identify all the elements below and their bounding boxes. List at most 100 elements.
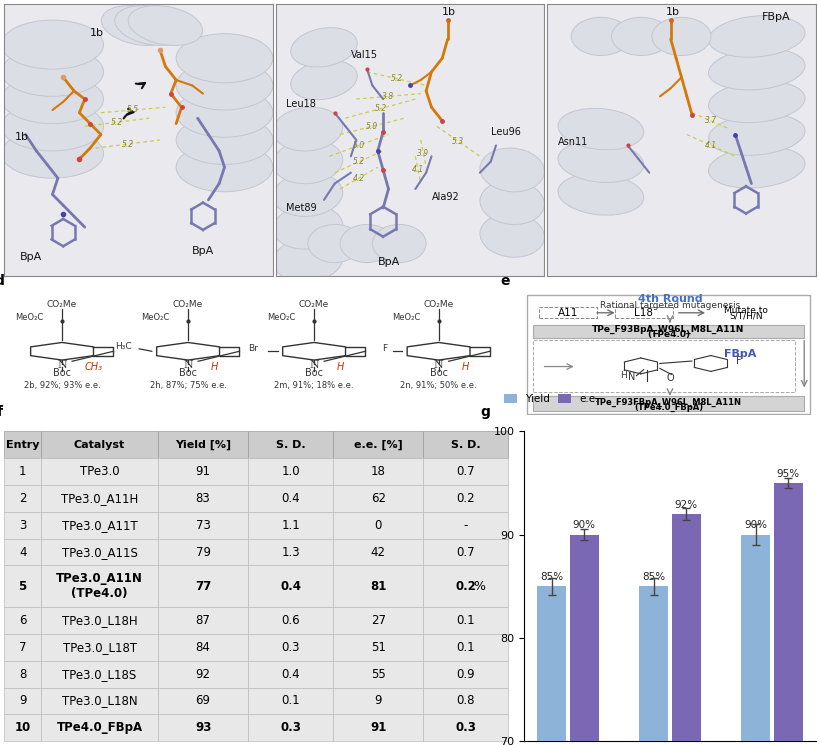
Bar bbox=[639, 586, 667, 745]
Text: Boc: Boc bbox=[53, 369, 71, 378]
Text: (TPe4.0): (TPe4.0) bbox=[646, 330, 690, 339]
Text: CO₂Me: CO₂Me bbox=[423, 300, 453, 309]
Text: O: O bbox=[665, 373, 673, 383]
Text: 2n, 91%; 50% e.e.: 2n, 91%; 50% e.e. bbox=[400, 381, 477, 390]
Ellipse shape bbox=[2, 20, 103, 69]
Bar bbox=[672, 514, 699, 745]
FancyBboxPatch shape bbox=[538, 307, 596, 318]
Ellipse shape bbox=[176, 61, 273, 110]
Text: 85%: 85% bbox=[641, 572, 664, 582]
Ellipse shape bbox=[2, 129, 103, 178]
Ellipse shape bbox=[176, 88, 273, 137]
Text: 4.1: 4.1 bbox=[704, 141, 717, 150]
Ellipse shape bbox=[479, 213, 544, 257]
Ellipse shape bbox=[102, 6, 175, 45]
Ellipse shape bbox=[273, 173, 342, 216]
Text: FBpA: FBpA bbox=[723, 349, 755, 358]
FancyBboxPatch shape bbox=[532, 396, 803, 411]
Text: H: H bbox=[337, 362, 344, 372]
Text: 4.2: 4.2 bbox=[352, 174, 364, 183]
FancyBboxPatch shape bbox=[532, 340, 794, 392]
Text: Boc: Boc bbox=[305, 369, 323, 378]
Ellipse shape bbox=[708, 114, 804, 155]
Text: c: c bbox=[544, 0, 552, 1]
Ellipse shape bbox=[176, 115, 273, 165]
Text: A11: A11 bbox=[557, 308, 577, 318]
Ellipse shape bbox=[611, 17, 670, 55]
Text: Met89: Met89 bbox=[286, 203, 317, 213]
Text: CH₃: CH₃ bbox=[84, 362, 102, 372]
Ellipse shape bbox=[557, 108, 643, 150]
Ellipse shape bbox=[115, 6, 189, 45]
Text: 85%: 85% bbox=[540, 572, 563, 582]
Text: Boc: Boc bbox=[179, 369, 197, 378]
Ellipse shape bbox=[176, 34, 273, 83]
Text: F: F bbox=[735, 356, 740, 366]
Text: 1b: 1b bbox=[664, 7, 678, 16]
Legend: Yield, e.e.: Yield, e.e. bbox=[500, 390, 602, 408]
Ellipse shape bbox=[128, 6, 202, 45]
Text: 92%: 92% bbox=[674, 500, 697, 510]
Text: N: N bbox=[627, 372, 635, 382]
Ellipse shape bbox=[557, 141, 643, 183]
Ellipse shape bbox=[2, 48, 103, 96]
Text: BpA: BpA bbox=[378, 257, 400, 267]
Ellipse shape bbox=[2, 102, 103, 150]
Ellipse shape bbox=[291, 28, 357, 67]
Text: Boc: Boc bbox=[429, 369, 447, 378]
Text: 4th Round: 4th Round bbox=[637, 294, 701, 305]
Text: 90%: 90% bbox=[572, 521, 595, 530]
Text: Asn11: Asn11 bbox=[557, 137, 587, 148]
Text: N: N bbox=[309, 360, 319, 370]
Text: (TPe4.0_FBpA): (TPe4.0_FBpA) bbox=[633, 402, 702, 412]
Ellipse shape bbox=[291, 60, 357, 100]
Ellipse shape bbox=[176, 143, 273, 191]
Text: 5.0: 5.0 bbox=[366, 122, 378, 131]
Ellipse shape bbox=[273, 140, 342, 184]
Ellipse shape bbox=[273, 238, 342, 282]
Text: H: H bbox=[619, 371, 626, 380]
Ellipse shape bbox=[557, 174, 643, 215]
Ellipse shape bbox=[708, 48, 804, 90]
Text: Leu18: Leu18 bbox=[286, 99, 316, 110]
Text: 3.9: 3.9 bbox=[417, 149, 429, 158]
Bar bbox=[536, 586, 565, 745]
Ellipse shape bbox=[307, 224, 361, 262]
Text: 5.2: 5.2 bbox=[374, 104, 386, 113]
Bar bbox=[569, 535, 598, 745]
Ellipse shape bbox=[708, 81, 804, 123]
Text: e: e bbox=[500, 273, 509, 288]
Text: L18: L18 bbox=[633, 308, 653, 318]
Ellipse shape bbox=[708, 147, 804, 188]
Text: H₃C: H₃C bbox=[115, 342, 132, 351]
Text: 2m, 91%; 18% e.e.: 2m, 91%; 18% e.e. bbox=[274, 381, 354, 390]
Bar bbox=[773, 483, 802, 745]
Text: 4.1: 4.1 bbox=[411, 165, 423, 174]
Text: Leu96: Leu96 bbox=[490, 127, 520, 136]
FancyBboxPatch shape bbox=[532, 325, 803, 338]
Ellipse shape bbox=[340, 224, 393, 262]
Text: MeO₂C: MeO₂C bbox=[391, 313, 419, 322]
Ellipse shape bbox=[479, 148, 544, 191]
Text: 5.2: 5.2 bbox=[121, 139, 133, 148]
Ellipse shape bbox=[372, 224, 426, 262]
Text: b: b bbox=[273, 0, 283, 1]
Text: 1b: 1b bbox=[441, 7, 455, 16]
Bar bbox=[740, 535, 769, 745]
FancyBboxPatch shape bbox=[613, 307, 672, 318]
Text: a: a bbox=[2, 0, 11, 1]
Ellipse shape bbox=[273, 107, 342, 151]
Text: 5.2: 5.2 bbox=[390, 74, 402, 83]
Text: 5.2: 5.2 bbox=[352, 157, 364, 166]
Text: CO₂Me: CO₂Me bbox=[173, 300, 203, 309]
Text: MeO₂C: MeO₂C bbox=[16, 313, 43, 322]
Text: N: N bbox=[57, 360, 67, 370]
Text: g: g bbox=[480, 405, 490, 419]
Text: S/T/H/N: S/T/H/N bbox=[728, 311, 762, 320]
Text: CO₂Me: CO₂Me bbox=[47, 300, 77, 309]
Y-axis label: %: % bbox=[473, 580, 485, 593]
FancyBboxPatch shape bbox=[527, 295, 809, 413]
Text: N: N bbox=[433, 360, 443, 370]
Text: 5.3: 5.3 bbox=[452, 137, 464, 146]
Text: Mutate to: Mutate to bbox=[723, 306, 767, 315]
